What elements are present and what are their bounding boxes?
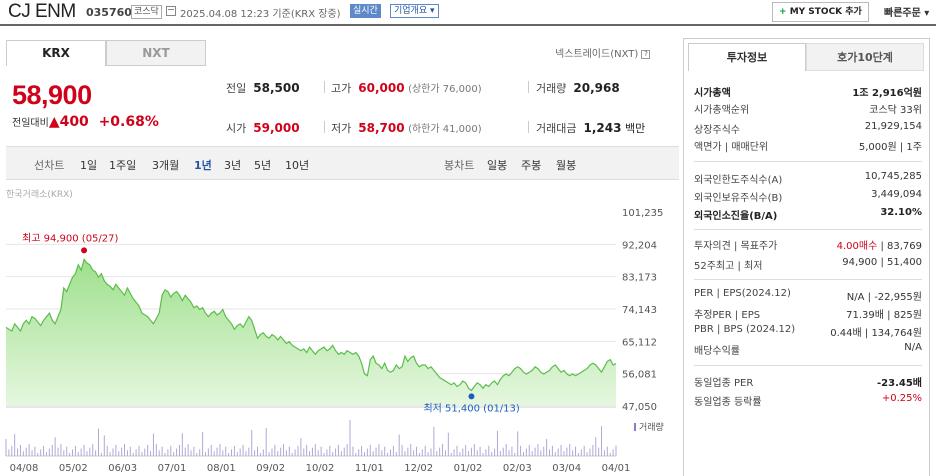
tab-investment-info[interactable]: 투자정보 xyxy=(688,43,806,71)
info-row: 투자의견 | 목표주가 4.00매수 | 83,769 xyxy=(694,241,922,252)
investment-info-panel: 투자정보 호가10단계 시가총액 1조 2,916억원 시가총액순위 코스닥 33위… xyxy=(683,38,930,476)
period-5y[interactable]: 5년 xyxy=(254,159,272,172)
info-row[interactable]: 시가총액순위 코스닥 33위 xyxy=(694,105,922,116)
tab-krx[interactable]: KRX xyxy=(6,40,106,66)
info-row: PER | EPS(2024.12) N/A | -22,955원 xyxy=(694,288,922,303)
period-10y[interactable]: 10년 xyxy=(285,159,310,172)
info-row: 외국인보유주식수(B) 3,449,094 xyxy=(694,189,922,204)
info-row: PBR | BPS (2024.12) 0.44배 | 134,764원 xyxy=(694,324,922,339)
x-tick-label: 12/02 xyxy=(404,463,433,474)
info-row[interactable]: 동일업종 PER -23.45배 xyxy=(694,378,922,389)
info-row: 배당수익률 N/A xyxy=(694,342,922,357)
stock-code: 035760 xyxy=(86,6,132,19)
x-tick-label: 03/04 xyxy=(552,463,581,474)
x-tick-label: 11/01 xyxy=(355,463,384,474)
exchange-tabs: KRX NXT xyxy=(6,40,206,66)
change-rate: +0.68% xyxy=(98,114,159,130)
y-tick-label: 83,173 xyxy=(622,273,657,284)
info-row: 상장주식수 21,929,154 xyxy=(694,121,922,136)
period-1y[interactable]: 1년 xyxy=(194,159,212,172)
max-label: 최고 94,900 (05/27) xyxy=(22,232,118,244)
min-label: 최저 51,400 (01/13) xyxy=(423,402,519,414)
volume: 거래량 20,968 xyxy=(536,81,620,95)
info-row: 시가총액 1조 2,916억원 xyxy=(694,88,922,99)
info-row: 추정PER | EPS 71.39배 | 825원 xyxy=(694,310,922,321)
min-marker xyxy=(468,393,475,400)
x-tick-label: 02/03 xyxy=(503,463,532,474)
open-price: 시가 59,000 xyxy=(226,121,300,135)
y-tick-label: 47,050 xyxy=(622,402,657,413)
nxt-link[interactable]: 넥스트레이드(NXT) ? xyxy=(555,45,651,60)
info-row: 52주최고 | 최저 94,900 | 51,400 xyxy=(694,257,922,272)
market-badge: 코스닥 xyxy=(131,5,162,19)
stock-header: CJ ENM 035760 코스닥 2025.04.08 12:23 기준(KR… xyxy=(0,0,936,26)
candle-weekly[interactable]: 주봉 xyxy=(521,159,542,172)
volume-legend-swatch xyxy=(634,423,636,431)
stock-name: CJ ENM xyxy=(8,1,76,22)
add-mystock-button[interactable]: + MY STOCK 추가 xyxy=(772,2,869,22)
period-3m[interactable]: 3개월 xyxy=(152,159,180,172)
prev-close: 전일 58,500 xyxy=(226,81,300,95)
price-line xyxy=(5,258,617,392)
info-row: 액면가 | 매매단위 5,000원 | 1주 xyxy=(694,142,922,153)
y-tick-label: 101,235 xyxy=(622,208,663,219)
max-marker xyxy=(81,247,88,254)
x-tick-label: 04/01 xyxy=(602,463,631,474)
realtime-button[interactable]: 실시간 xyxy=(350,4,381,18)
period-3y[interactable]: 3년 xyxy=(224,159,242,172)
company-overview-button[interactable]: 기업개요 ▾ xyxy=(390,4,439,18)
quick-order-button[interactable]: 빠른주문 ▾ xyxy=(884,8,930,19)
price-change: 전일대비▲400 +0.68% xyxy=(12,114,159,130)
period-1d[interactable]: 1일 xyxy=(80,159,98,172)
change-amount: ▲400 xyxy=(48,114,89,130)
x-tick-label: 05/02 xyxy=(59,463,88,474)
chart-source: 한국거래소(KRX) xyxy=(6,190,73,200)
tab-orderbook-10[interactable]: 호가10단계 xyxy=(806,43,924,71)
help-icon: ? xyxy=(641,49,651,59)
x-tick-label: 06/03 xyxy=(108,463,137,474)
candle-chart-label: 봉차트 xyxy=(444,159,475,172)
candle-daily[interactable]: 일봉 xyxy=(487,159,508,172)
x-tick-label: 08/01 xyxy=(207,463,236,474)
x-tick-label: 10/02 xyxy=(306,463,335,474)
candle-monthly[interactable]: 월봉 xyxy=(556,159,577,172)
low-price: 저가 58,700 (하한가 41,000) xyxy=(331,121,482,135)
tab-nxt[interactable]: NXT xyxy=(106,40,206,66)
info-row: 외국인한도주식수(A) 10,745,285 xyxy=(694,171,922,186)
price-chart[interactable]: 101,235 92,204 83,173 74,143 65,112 56,081 47,… xyxy=(0,0,680,476)
high-price: 고가 60,000 (상한가 76,000) xyxy=(331,81,482,95)
price-area xyxy=(6,259,616,406)
line-chart-label: 선차트 xyxy=(34,159,65,172)
trade-amount: 거래대금 1,243 백만 xyxy=(536,121,646,135)
y-tick-label: 92,204 xyxy=(622,240,657,251)
x-tick-label: 04/08 xyxy=(10,463,39,474)
y-tick-label: 74,143 xyxy=(622,305,657,316)
info-row: 외국인소진율(B/A) 32.10% xyxy=(694,207,922,222)
plus-icon: + xyxy=(779,7,787,17)
x-tick-label: 09/02 xyxy=(256,463,285,474)
change-label: 전일대비 xyxy=(12,118,49,129)
info-row[interactable]: 동일업종 등락률 +0.25% xyxy=(694,393,922,408)
y-tick-label: 56,081 xyxy=(622,370,657,381)
y-tick-label: 65,112 xyxy=(622,337,657,348)
x-tick-label: 01/02 xyxy=(454,463,483,474)
period-1w[interactable]: 1주일 xyxy=(109,159,137,172)
current-price: 58,900 xyxy=(12,80,92,110)
volume-label: 거래량 xyxy=(639,421,664,433)
quote-datetime: 2025.04.08 12:23 기준(KRX 장중) xyxy=(180,9,341,20)
x-tick-label: 07/01 xyxy=(158,463,187,474)
period-bar: 선차트 1일 1주일 3개월 1년 3년 5년 10년 봉차트 일봉 주봉 월봉 xyxy=(6,146,679,180)
calendar-icon xyxy=(166,6,176,16)
